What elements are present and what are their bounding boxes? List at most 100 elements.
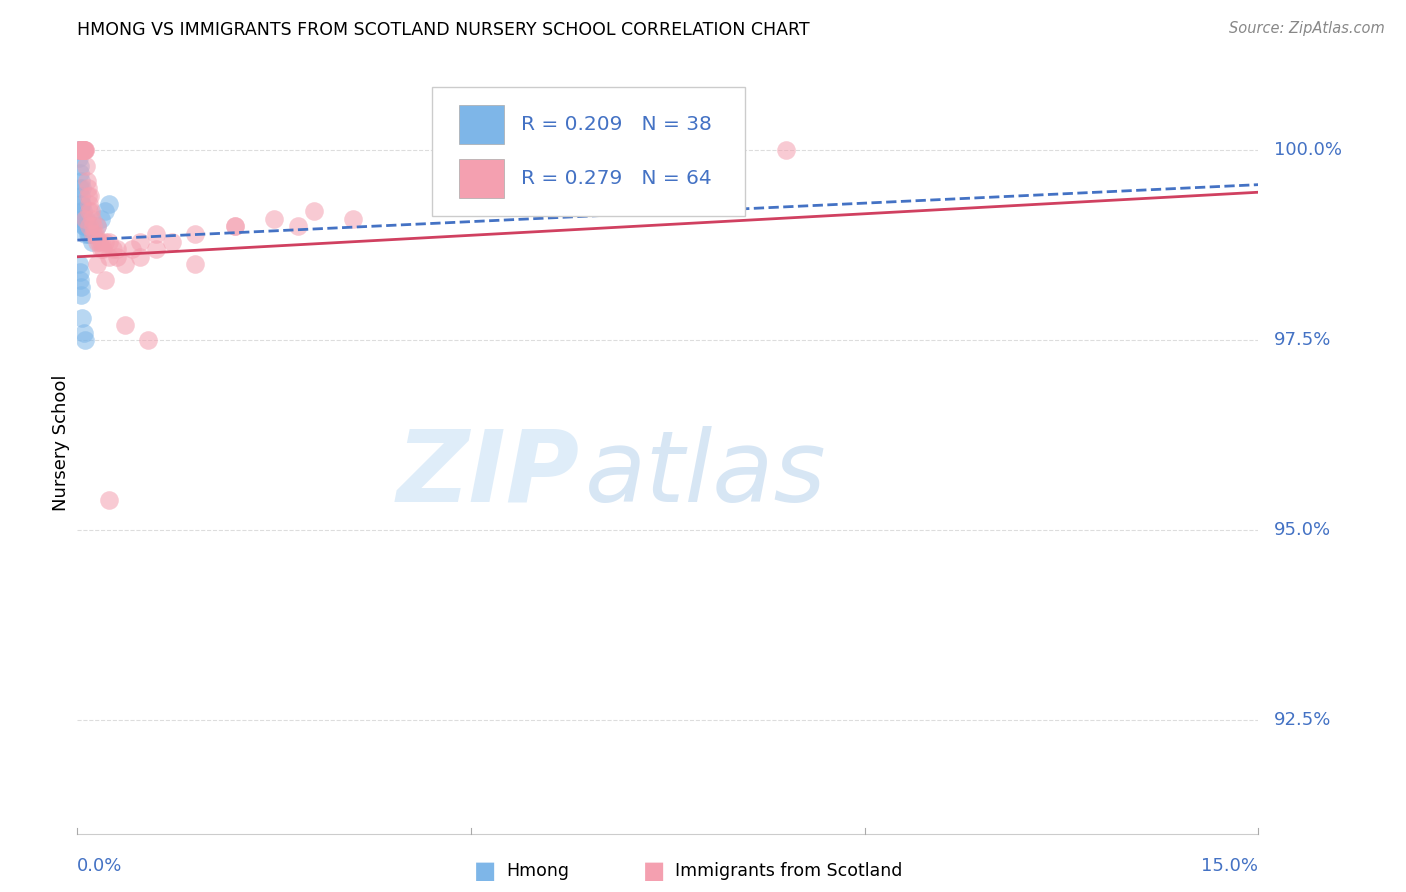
Point <box>72 204 94 219</box>
Point <box>80 204 103 219</box>
Point <box>94 272 117 286</box>
Point <box>69 144 91 158</box>
Point <box>263 211 285 226</box>
Point <box>80 211 103 226</box>
Point <box>77 219 100 234</box>
Point <box>97 235 120 249</box>
Point <box>69 181 91 195</box>
Point <box>86 219 108 234</box>
Point <box>160 235 183 249</box>
Point <box>75 219 97 234</box>
Point <box>342 211 364 226</box>
Point <box>77 196 100 211</box>
Point <box>70 144 93 158</box>
Point <box>97 196 120 211</box>
Point <box>114 257 136 271</box>
Point <box>69 272 91 286</box>
Point <box>75 144 97 158</box>
Point <box>69 159 91 173</box>
Point <box>72 326 94 340</box>
Point <box>75 334 97 348</box>
Point <box>91 242 114 256</box>
Text: R = 0.279   N = 64: R = 0.279 N = 64 <box>522 169 713 187</box>
Point <box>67 151 90 165</box>
Point <box>224 219 246 234</box>
Text: Source: ZipAtlas.com: Source: ZipAtlas.com <box>1229 21 1385 36</box>
Text: Hmong: Hmong <box>506 862 569 880</box>
Point <box>70 181 93 195</box>
Point <box>105 242 128 256</box>
Text: ■: ■ <box>474 859 496 882</box>
Point <box>75 227 97 241</box>
Point <box>70 204 93 219</box>
Point <box>72 211 94 226</box>
Point <box>90 211 112 226</box>
FancyBboxPatch shape <box>432 87 745 216</box>
Text: HMONG VS IMMIGRANTS FROM SCOTLAND NURSERY SCHOOL CORRELATION CHART: HMONG VS IMMIGRANTS FROM SCOTLAND NURSER… <box>77 21 810 39</box>
Point <box>145 227 167 241</box>
Point <box>70 174 93 188</box>
Point <box>67 144 90 158</box>
Point <box>73 144 96 158</box>
Point <box>302 204 325 219</box>
Point <box>70 196 93 211</box>
Point <box>114 318 136 333</box>
Point <box>77 204 100 219</box>
Text: 92.5%: 92.5% <box>1274 711 1331 729</box>
Point <box>121 242 143 256</box>
Point <box>76 219 98 234</box>
Point <box>75 159 97 173</box>
Point <box>77 189 100 203</box>
Point <box>67 257 90 271</box>
Point <box>86 235 108 249</box>
Point <box>69 144 91 158</box>
Point <box>69 166 91 180</box>
Point <box>70 144 93 158</box>
Point <box>72 144 94 158</box>
Point <box>105 250 128 264</box>
Point <box>80 235 103 249</box>
Point <box>82 227 104 241</box>
Point <box>75 144 97 158</box>
Point <box>90 242 112 256</box>
Point <box>72 219 94 234</box>
Point <box>76 174 98 188</box>
Point <box>775 144 797 158</box>
Point <box>75 211 97 226</box>
Point <box>224 219 246 234</box>
Text: atlas: atlas <box>585 425 827 523</box>
Point <box>83 227 105 241</box>
Point <box>82 219 104 234</box>
Point <box>101 242 124 256</box>
FancyBboxPatch shape <box>458 105 503 145</box>
Point <box>184 227 207 241</box>
Point <box>70 287 93 301</box>
Point <box>86 257 108 271</box>
Point <box>70 189 93 203</box>
Point <box>86 219 108 234</box>
Point <box>287 219 309 234</box>
Point <box>69 144 91 158</box>
Point <box>70 144 93 158</box>
Point <box>70 280 93 294</box>
Point <box>94 204 117 219</box>
Text: ZIP: ZIP <box>396 425 579 523</box>
Point <box>89 235 111 249</box>
Point <box>82 227 104 241</box>
Point <box>76 181 98 195</box>
Point <box>69 144 91 158</box>
Point <box>72 144 94 158</box>
Point <box>70 211 93 226</box>
Text: 97.5%: 97.5% <box>1274 331 1331 350</box>
Text: ■: ■ <box>643 859 665 882</box>
Point <box>97 492 120 507</box>
Point <box>76 227 98 241</box>
Text: R = 0.209   N = 38: R = 0.209 N = 38 <box>522 115 713 135</box>
Point <box>70 144 93 158</box>
Text: 15.0%: 15.0% <box>1201 857 1258 875</box>
Point <box>97 250 120 264</box>
Point <box>70 196 93 211</box>
FancyBboxPatch shape <box>458 159 503 198</box>
Point <box>69 144 91 158</box>
Point <box>79 189 101 203</box>
